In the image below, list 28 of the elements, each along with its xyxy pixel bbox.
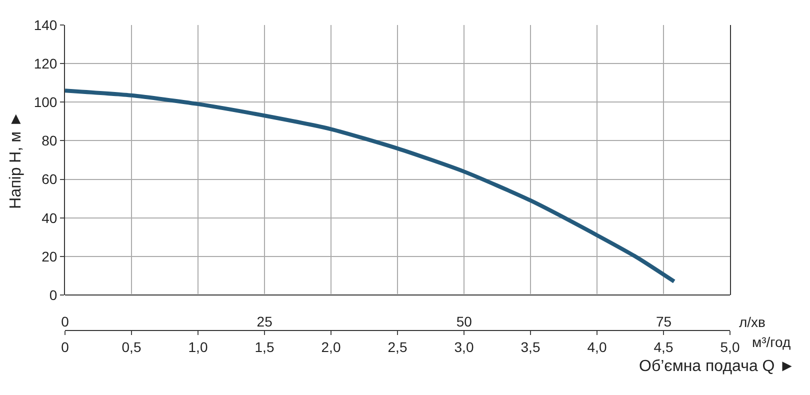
x-tick-label: 1,5 <box>254 338 274 355</box>
y-tick-label: 20 <box>42 248 58 264</box>
x2-tick-label: 50 <box>456 314 472 330</box>
x2-tick-label: 0 <box>61 314 70 330</box>
x-tick-label: 4,5 <box>654 338 674 355</box>
x-tick-label: 0,5 <box>122 338 142 355</box>
x-tick-label: 3,5 <box>520 338 540 355</box>
line-series <box>65 88 676 284</box>
y-tick-label: 140 <box>34 16 58 33</box>
x-tick-label: 2,0 <box>321 338 341 355</box>
x-tick-label: 0 <box>61 338 70 355</box>
y-tick-label: 80 <box>42 132 58 149</box>
x-tick-label: 4,0 <box>587 338 607 355</box>
y-axis-title: Напір Н, м ► <box>8 111 25 209</box>
y-tick-label: 120 <box>34 55 58 72</box>
x-tick-label: 3,0 <box>454 338 474 355</box>
y-tick-label: 0 <box>49 286 58 303</box>
x2-axis-title: л/хв <box>739 314 766 330</box>
y-tick-label: 60 <box>42 171 58 188</box>
x2-tick-label: 25 <box>256 314 273 330</box>
x-tick-label: 5,0 <box>720 338 740 355</box>
text: Об’ємна подача Q ► <box>639 358 796 375</box>
x-axis-title: м³/год <box>752 334 791 350</box>
y-tick-label: 40 <box>42 210 58 226</box>
x-tick-label: 1,0 <box>188 338 208 355</box>
x2-tick-label: 75 <box>656 314 672 330</box>
y-tick-label: 100 <box>34 94 58 110</box>
x-tick-label: 2,5 <box>388 338 408 355</box>
